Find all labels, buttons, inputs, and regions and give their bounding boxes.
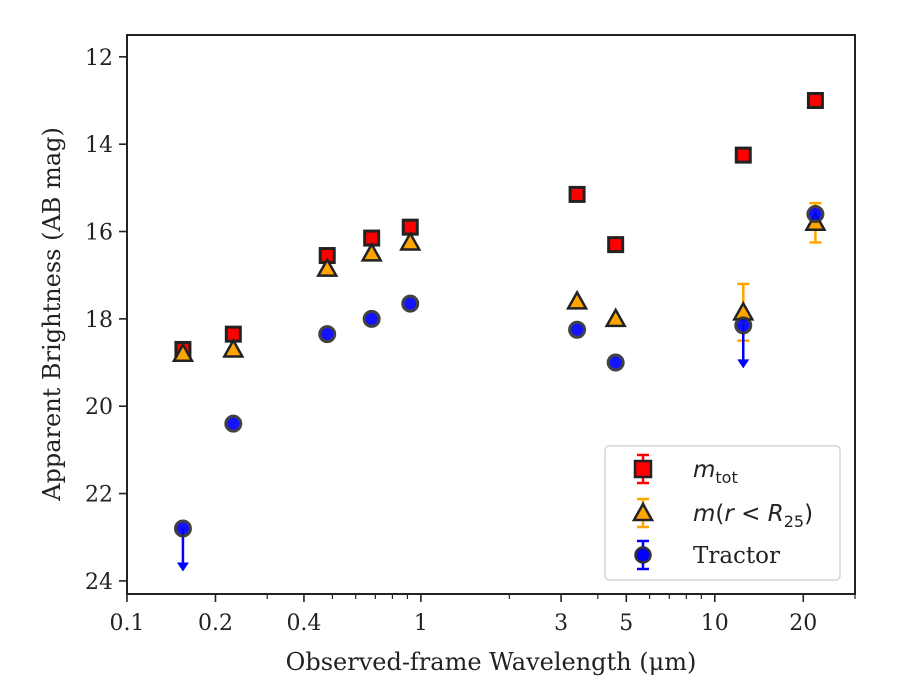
m-tot-point bbox=[806, 92, 824, 110]
m-r-r25-point bbox=[222, 337, 245, 358]
tractor-upper-limit-arrowhead bbox=[176, 562, 189, 572]
m-r-r25-point bbox=[604, 307, 627, 328]
y-axis-label: Apparent Brightness (AB mag) bbox=[38, 127, 66, 502]
tractor-point bbox=[568, 320, 587, 339]
legend-entry-mr25: m(r < R25) bbox=[631, 497, 813, 531]
legend-entry-mtot: mtot bbox=[633, 453, 738, 487]
y-tick-label: 14 bbox=[85, 133, 113, 158]
x-tick-label: 1 bbox=[414, 611, 428, 636]
m-tot-point bbox=[607, 236, 625, 254]
legend-label-mtot: mtot bbox=[693, 457, 738, 487]
y-tick-label: 16 bbox=[85, 221, 113, 246]
y-tick-label: 12 bbox=[85, 46, 113, 71]
x-axis: 0.1 0.2 0.4 1 3 5 10 20 bbox=[110, 594, 856, 636]
legend-label-tractor: Tractor bbox=[693, 543, 780, 569]
tractor-point bbox=[318, 325, 337, 344]
tractor-point bbox=[362, 309, 381, 328]
chart-marks bbox=[171, 92, 827, 572]
x-axis-label: Observed-frame Wavelength (μm) bbox=[286, 648, 697, 676]
tractor-point bbox=[401, 294, 420, 313]
legend-marker-square bbox=[633, 459, 653, 479]
m-r-r25-point bbox=[360, 241, 383, 262]
x-tick-label: 5 bbox=[619, 611, 633, 636]
legend-marker-circle bbox=[634, 546, 652, 564]
x-tick-label: 3 bbox=[554, 611, 568, 636]
m-r-r25-point bbox=[316, 257, 339, 277]
plot-frame bbox=[126, 34, 856, 595]
y-tick-label: 22 bbox=[85, 483, 113, 508]
tractor-point bbox=[806, 205, 825, 224]
x-tick-label: 10 bbox=[701, 611, 729, 636]
y-tick-label: 24 bbox=[85, 570, 113, 595]
x-tick-label: 20 bbox=[789, 611, 817, 636]
m-tot-point bbox=[568, 185, 586, 203]
m-r-r25-point bbox=[171, 342, 195, 363]
legend-box bbox=[604, 445, 841, 581]
tractor-upper-limit-arrowhead bbox=[737, 359, 750, 369]
m-tot-point bbox=[734, 146, 752, 164]
legend: mtot m(r < R25) Tractor bbox=[604, 445, 841, 581]
y-tick-label: 20 bbox=[85, 395, 113, 420]
m-r-r25-point bbox=[399, 230, 422, 251]
x-tick-label: 0.1 bbox=[110, 611, 145, 636]
legend-entry-tractor: Tractor bbox=[634, 539, 780, 571]
x-tick-label: 0.2 bbox=[198, 611, 233, 636]
tractor-point bbox=[224, 414, 243, 433]
y-axis: 12 14 16 18 20 22 24 bbox=[85, 46, 127, 595]
tractor-point bbox=[173, 519, 192, 538]
tractor-point bbox=[734, 316, 753, 335]
y-tick-label: 18 bbox=[85, 308, 113, 333]
tractor-point bbox=[606, 353, 625, 372]
legend-marker-triangle bbox=[631, 501, 655, 522]
legend-label-mr25: m(r < R25) bbox=[693, 501, 813, 531]
m-r-r25-point bbox=[565, 289, 589, 310]
x-tick-label: 0.4 bbox=[286, 611, 321, 636]
